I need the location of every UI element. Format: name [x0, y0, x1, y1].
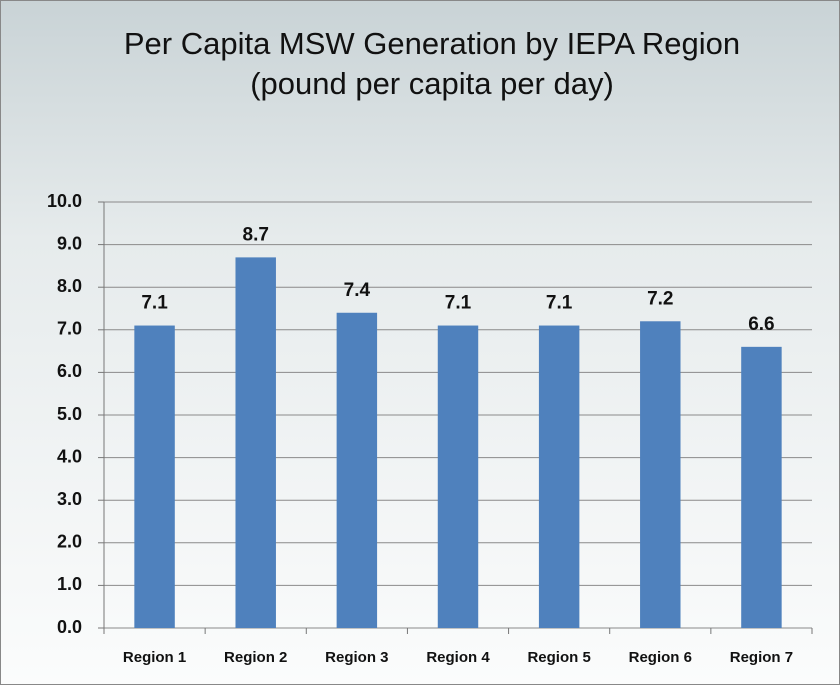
value-label: 7.2 — [647, 288, 673, 309]
x-tick-label: Region 5 — [527, 649, 590, 666]
y-tick-label: 3.0 — [57, 489, 82, 509]
x-tick-label: Region 6 — [629, 649, 692, 666]
x-tick-label: Region 1 — [123, 649, 186, 666]
y-tick-label: 8.0 — [57, 276, 82, 296]
bar — [337, 313, 377, 628]
bar — [134, 326, 174, 628]
value-label: 7.1 — [141, 293, 168, 314]
y-tick-label: 2.0 — [57, 532, 82, 552]
y-tick-label: 1.0 — [57, 574, 82, 594]
bar — [741, 347, 781, 628]
value-label: 8.7 — [243, 224, 269, 245]
y-tick-label: 6.0 — [57, 361, 82, 381]
bar — [438, 326, 478, 628]
value-label: 7.1 — [445, 293, 472, 314]
y-tick-label: 7.0 — [57, 319, 82, 339]
chart-subtitle: (pound per capita per day) — [250, 66, 614, 101]
bar — [235, 257, 275, 628]
background — [1, 1, 840, 685]
y-tick-label: 4.0 — [57, 446, 82, 466]
x-tick-label: Region 4 — [426, 649, 490, 666]
value-label: 7.1 — [546, 293, 573, 314]
value-label: 7.4 — [344, 280, 371, 301]
bar — [539, 326, 579, 628]
x-tick-label: Region 2 — [224, 649, 287, 666]
y-tick-label: 9.0 — [57, 233, 82, 253]
chart-title: Per Capita MSW Generation by IEPA Region — [124, 26, 740, 61]
x-tick-label: Region 7 — [730, 649, 793, 666]
value-label: 6.6 — [748, 314, 774, 335]
y-tick-label: 0.0 — [57, 617, 82, 637]
bar — [640, 321, 680, 628]
y-tick-label: 5.0 — [57, 404, 82, 424]
x-tick-label: Region 3 — [325, 649, 388, 666]
y-tick-label: 10.0 — [47, 191, 82, 211]
chart: Per Capita MSW Generation by IEPA Region… — [0, 0, 840, 685]
